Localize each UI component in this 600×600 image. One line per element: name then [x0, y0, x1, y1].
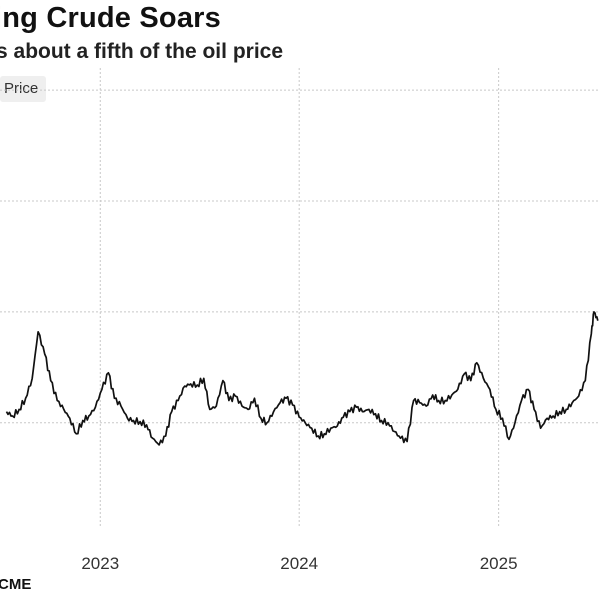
- legend-price: Price: [0, 76, 47, 102]
- x-tick-label-2025: 2025: [480, 554, 518, 573]
- series-line-price: [5, 311, 599, 446]
- gridlines: [0, 68, 600, 528]
- x-axis-ticks: 2023 2024 2025: [81, 554, 517, 573]
- series-lines: [5, 311, 599, 446]
- source-label: CME: [0, 576, 32, 593]
- x-tick-label-2024: 2024: [280, 554, 318, 573]
- x-tick-label-2023: 2023: [81, 554, 119, 573]
- chart-subtitle: s about a fifth of the oil price: [0, 40, 284, 63]
- chart-title: ing Crude Soars: [0, 2, 221, 34]
